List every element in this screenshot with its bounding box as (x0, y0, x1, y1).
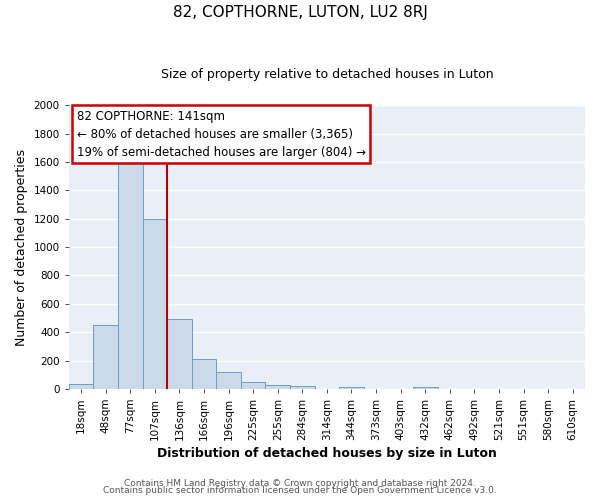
Text: 82 COPTHORNE: 141sqm
← 80% of detached houses are smaller (3,365)
19% of semi-de: 82 COPTHORNE: 141sqm ← 80% of detached h… (77, 110, 365, 158)
Bar (118, 162, 143, 389)
Bar (217, 372, 241, 389)
Y-axis label: Number of detached properties: Number of detached properties (15, 148, 28, 346)
Text: 82, COPTHORNE, LUTON, LU2 8RJ: 82, COPTHORNE, LUTON, LU2 8RJ (173, 5, 427, 20)
Bar (413, 388, 437, 389)
Bar (167, 320, 192, 389)
Bar (192, 359, 217, 389)
Bar (241, 382, 265, 389)
Bar (94, 325, 118, 389)
Bar (339, 387, 364, 389)
Text: Contains public sector information licensed under the Open Government Licence v3: Contains public sector information licen… (103, 486, 497, 495)
Title: Size of property relative to detached houses in Luton: Size of property relative to detached ho… (161, 68, 493, 80)
Text: Contains HM Land Registry data © Crown copyright and database right 2024.: Contains HM Land Registry data © Crown c… (124, 478, 476, 488)
Bar (69, 384, 94, 389)
X-axis label: Distribution of detached houses by size in Luton: Distribution of detached houses by size … (157, 447, 497, 460)
Bar (290, 386, 314, 389)
Bar (143, 218, 167, 389)
Bar (265, 386, 290, 389)
